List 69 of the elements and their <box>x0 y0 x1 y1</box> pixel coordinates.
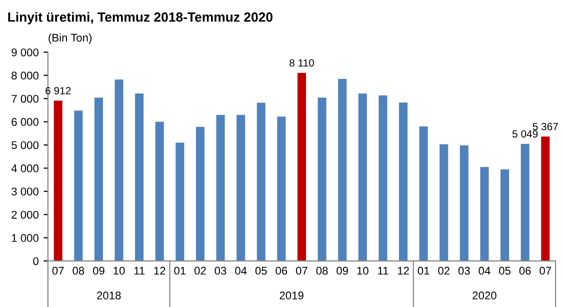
x-tick-label: 11 <box>134 266 145 275</box>
x-tick-label: 03 <box>458 266 470 275</box>
x-tick-label: 09 <box>92 266 104 275</box>
x-tick-label: 11 <box>378 266 388 275</box>
bar <box>236 114 246 261</box>
y-tick-label: 7 000 <box>12 94 38 103</box>
bar <box>277 116 286 261</box>
y-tick-label: 2 000 <box>12 210 38 219</box>
x-tick-label: 08 <box>72 266 84 275</box>
x-tick-label: 02 <box>438 266 450 275</box>
bar <box>541 136 550 261</box>
bar <box>338 78 347 261</box>
data-label: 5 049 <box>512 130 538 138</box>
bar <box>135 93 144 261</box>
x-tick-label: 04 <box>478 266 490 275</box>
bar <box>256 102 266 261</box>
x-tick-label: 06 <box>519 266 531 275</box>
x-tick-label: 06 <box>276 266 288 275</box>
bar <box>318 98 326 261</box>
bar <box>297 72 306 261</box>
text: 2020 <box>472 292 496 300</box>
bar <box>54 100 62 261</box>
x-tick-label: 10 <box>357 266 368 275</box>
data-label: 5 367 <box>532 122 558 130</box>
bar <box>358 93 367 261</box>
bar <box>460 145 468 261</box>
data-label: 8 110 <box>290 59 314 67</box>
x-tick-label: 12 <box>398 266 409 275</box>
y-tick-label: 3 000 <box>12 188 38 196</box>
bar <box>440 144 448 261</box>
x-tick-label: 07 <box>296 266 308 275</box>
x-tick-label: 10 <box>114 266 125 275</box>
x-tick-label: 09 <box>336 266 348 275</box>
x-tick-label: 02 <box>194 266 206 275</box>
bar <box>500 169 510 261</box>
bar <box>196 126 204 261</box>
x-tick-label: 07 <box>540 266 552 275</box>
chart-title: Linyit üretimi, Temmuz 2018-Temmuz 2020 <box>8 12 272 24</box>
x-tick-label: 07 <box>52 266 64 275</box>
bar <box>94 98 103 261</box>
x-tick-label: 05 <box>255 266 267 275</box>
x-tick-label: 08 <box>316 266 328 275</box>
x-tick-label: 01 <box>174 266 186 275</box>
y-tick-label: 5 000 <box>12 141 38 150</box>
y-tick-label: 6 000 <box>12 118 38 126</box>
y-tick-label: 8 000 <box>12 72 38 80</box>
bar <box>155 122 164 261</box>
x-tick-label: 03 <box>214 266 226 275</box>
bar <box>378 95 388 261</box>
bar <box>480 167 489 261</box>
y-tick-label: 1 000 <box>12 234 38 242</box>
bar <box>419 126 428 261</box>
y-axis-title: (Bin Ton) <box>48 33 92 44</box>
text: 2018 <box>97 292 121 300</box>
bar <box>520 144 530 261</box>
y-tick-label: 0 <box>33 257 38 266</box>
bar <box>176 142 184 261</box>
data-label: 6 912 <box>46 87 71 94</box>
x-tick-label: 01 <box>418 266 430 275</box>
bar <box>74 110 83 261</box>
x-tick-label: 12 <box>154 266 166 275</box>
y-tick-label: 9 000 <box>12 48 38 56</box>
x-tick-label: 05 <box>499 266 510 275</box>
text: 2019 <box>280 292 304 300</box>
x-tick-label: 04 <box>235 266 247 275</box>
y-tick-label: 4 000 <box>11 164 38 172</box>
bar <box>216 114 225 261</box>
bar <box>398 102 408 261</box>
bar <box>114 80 124 261</box>
